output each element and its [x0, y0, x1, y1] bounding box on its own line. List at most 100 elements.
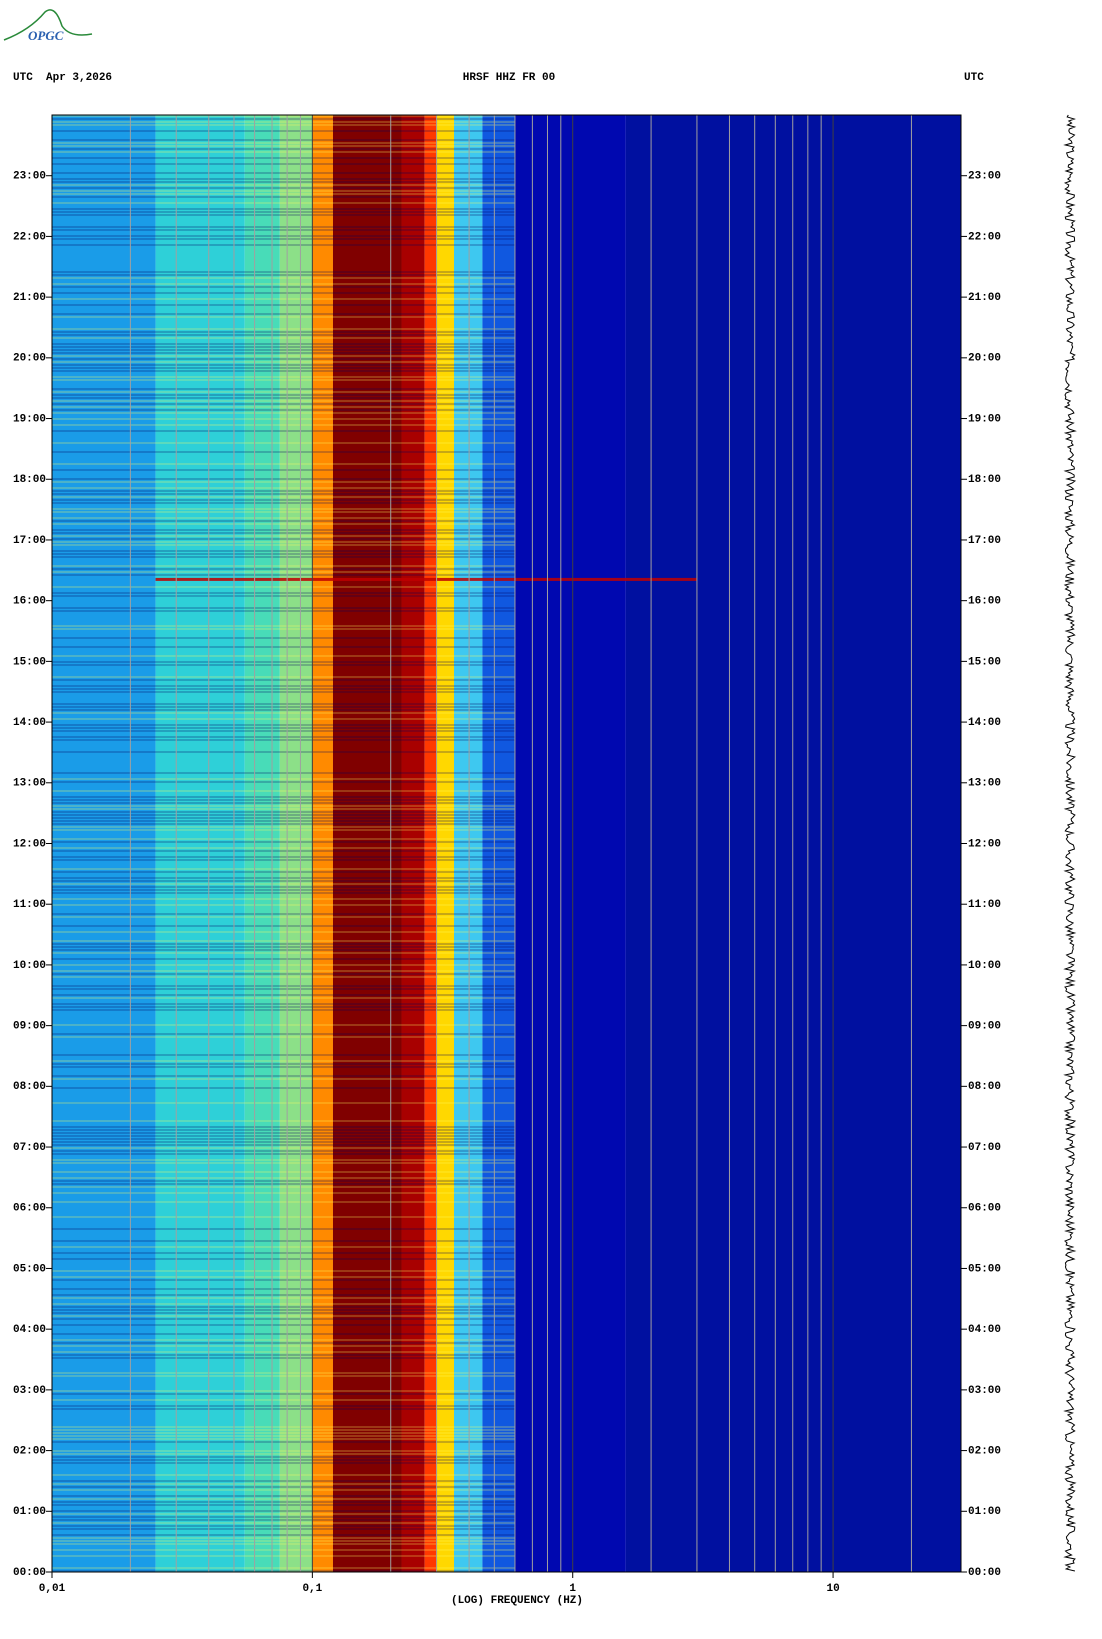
stripe	[52, 727, 515, 729]
stripe	[52, 391, 515, 393]
stripe	[52, 850, 515, 852]
stripe	[52, 802, 515, 804]
stripe	[52, 970, 515, 972]
y-tick-label: 22:00	[968, 231, 1001, 243]
stripe	[52, 331, 515, 333]
right-header: UTC	[964, 72, 984, 84]
stripe	[52, 190, 515, 192]
y-tick-label: 00:00	[13, 1567, 46, 1579]
stripe	[52, 1306, 515, 1308]
stripe	[52, 1258, 515, 1260]
stripe	[52, 1372, 515, 1374]
stripe	[52, 1351, 515, 1353]
y-tick-label: 15:00	[968, 656, 1001, 668]
y-tick-label: 07:00	[13, 1142, 46, 1154]
stripe	[52, 964, 515, 966]
stripe	[52, 1480, 515, 1482]
stripe	[52, 556, 515, 558]
stripe	[52, 1288, 515, 1290]
stripe	[52, 1150, 515, 1152]
stripe	[52, 229, 515, 231]
y-tick-label: 10:00	[968, 960, 1001, 972]
stripe	[52, 610, 515, 612]
stripe	[52, 277, 515, 279]
stripe	[52, 1024, 515, 1026]
spectral-band	[625, 115, 961, 1572]
spectral-band	[332, 115, 402, 1572]
y-tick-label: 20:00	[968, 353, 1001, 365]
stripe	[52, 664, 515, 666]
stripe	[52, 931, 515, 933]
stripe	[52, 1060, 515, 1062]
stripe	[52, 538, 515, 540]
y-tick-label: 19:00	[13, 413, 46, 425]
y-tick-label: 17:00	[968, 535, 1001, 547]
stripe	[52, 1543, 515, 1545]
stripe	[52, 706, 515, 708]
y-tick-label: 21:00	[968, 292, 1001, 304]
stripe	[52, 655, 515, 657]
stripe	[52, 1129, 515, 1131]
stripe	[52, 478, 515, 480]
y-tick-label: 22:00	[13, 231, 46, 243]
stripe	[52, 949, 515, 951]
stripe	[52, 376, 515, 378]
stripe	[52, 1405, 515, 1407]
x-axis-label: (LOG) FREQUENCY (HZ)	[451, 1595, 583, 1607]
stripe	[52, 805, 515, 807]
stripe	[52, 511, 515, 513]
stripe	[52, 1228, 515, 1230]
stripe	[52, 808, 515, 810]
stripe	[52, 1501, 515, 1503]
stripe	[52, 304, 515, 306]
y-tick-label: 23:00	[13, 171, 46, 183]
stripe	[52, 409, 515, 411]
stripe	[52, 400, 515, 402]
stripe	[52, 1540, 515, 1542]
stripe	[52, 1498, 515, 1500]
stripe	[52, 1147, 515, 1149]
stripe	[52, 1144, 515, 1146]
stripe	[52, 718, 515, 720]
stripe	[52, 451, 515, 453]
x-tick-label: 1	[569, 1583, 576, 1595]
y-tick-label: 17:00	[13, 535, 46, 547]
stripe	[52, 529, 515, 531]
stripe	[52, 781, 515, 783]
stripe	[52, 1459, 515, 1461]
stripe	[52, 1075, 515, 1077]
stripe	[52, 1006, 515, 1008]
stripe	[52, 1171, 515, 1173]
stripe	[52, 688, 515, 690]
stripe	[52, 1570, 515, 1572]
stripe	[52, 1390, 515, 1392]
stripe	[52, 346, 515, 348]
stripe	[52, 889, 515, 891]
stripe	[52, 799, 515, 801]
stripe	[52, 208, 515, 210]
stripe	[52, 292, 515, 294]
stripe	[52, 1276, 515, 1278]
stripe	[52, 1432, 515, 1434]
y-tick-label: 05:00	[968, 1263, 1001, 1275]
stripe	[52, 826, 515, 828]
y-tick-label: 08:00	[13, 1081, 46, 1093]
stripe	[52, 637, 515, 639]
stripe	[52, 1246, 515, 1248]
stripe	[52, 883, 515, 885]
event-line	[155, 577, 697, 581]
stripe	[52, 334, 515, 336]
y-tick-label: 13:00	[968, 778, 1001, 790]
stripe	[52, 337, 515, 339]
stripe	[52, 394, 515, 396]
y-tick-label: 21:00	[13, 292, 46, 304]
stripe	[52, 430, 515, 432]
stripe	[52, 838, 515, 840]
stripe	[52, 202, 515, 204]
stripe	[52, 286, 515, 288]
stripe	[52, 1216, 515, 1218]
stripe	[52, 517, 515, 519]
stripe	[52, 1180, 515, 1182]
stripe	[52, 184, 515, 186]
stripe	[52, 1456, 515, 1458]
